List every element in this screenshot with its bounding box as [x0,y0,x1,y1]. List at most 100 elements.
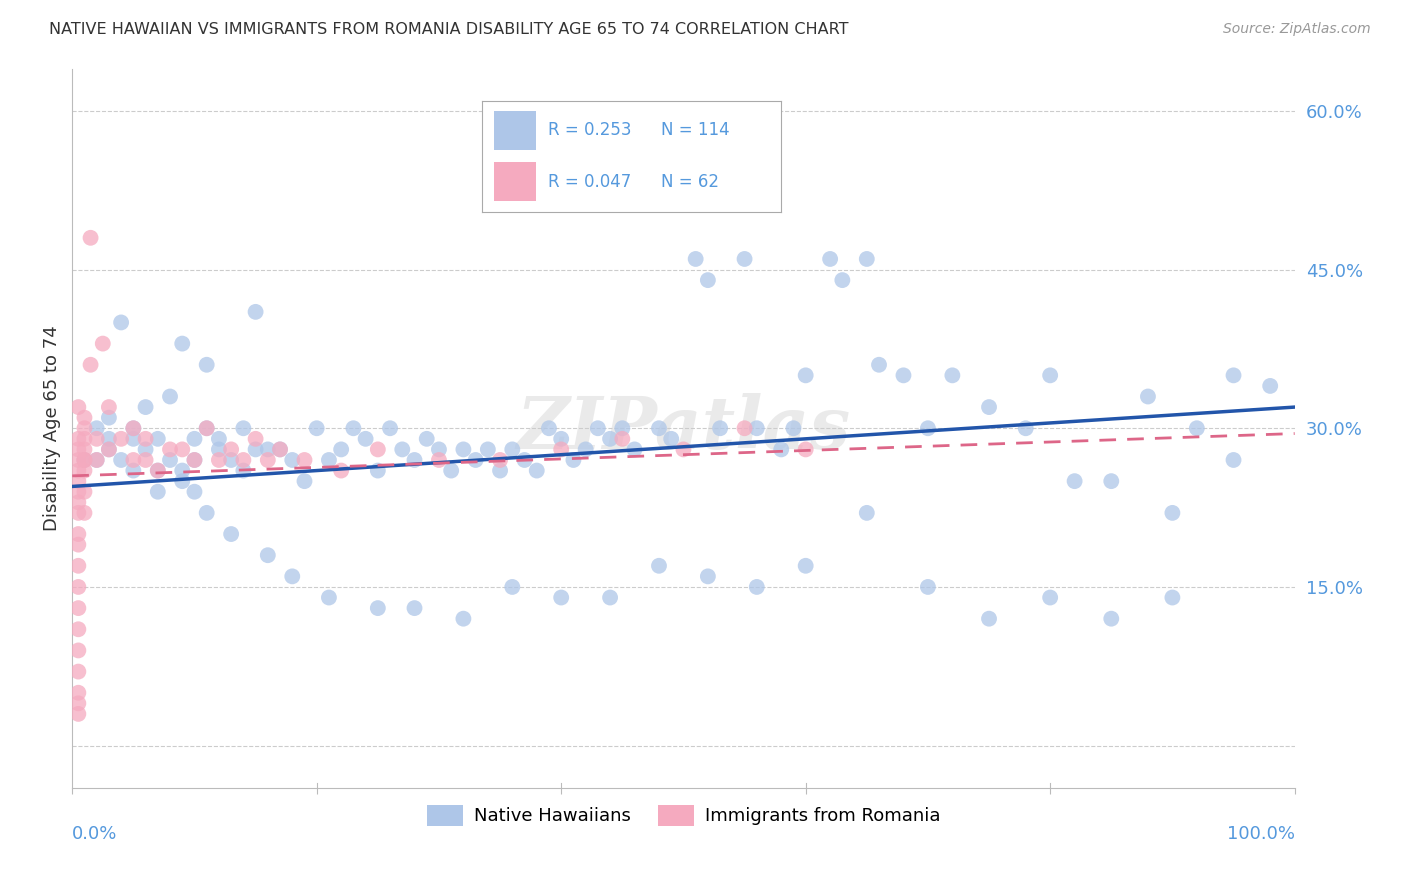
Point [172,474,194,488]
Point [219,527,242,541]
Point [110,315,132,329]
Point [391,442,413,457]
Point [427,442,450,457]
Text: 100.0%: 100.0% [1226,825,1295,843]
Point [67,527,90,541]
Point [489,453,512,467]
Point [73,432,96,446]
Text: Source: ZipAtlas.com: Source: ZipAtlas.com [1223,22,1371,37]
Point [477,442,499,457]
Point [696,569,718,583]
Point [73,410,96,425]
Point [86,421,108,435]
Point [67,506,90,520]
Point [770,442,793,457]
Point [599,432,621,446]
Point [1258,379,1281,393]
Point [172,464,194,478]
Point [305,421,328,435]
Point [612,432,634,446]
Point [67,400,90,414]
Point [367,442,389,457]
Point [245,432,267,446]
Point [794,442,817,457]
Point [67,686,90,700]
Point [67,622,90,636]
Point [794,558,817,573]
Point [110,432,132,446]
Point [599,591,621,605]
Point [281,453,304,467]
Point [427,453,450,467]
Point [146,484,169,499]
Point [550,442,572,457]
Legend: Native Hawaiians, Immigrants from Romania: Native Hawaiians, Immigrants from Romani… [419,797,948,833]
Point [91,336,114,351]
Point [1136,390,1159,404]
Point [135,400,157,414]
Point [183,453,205,467]
Point [159,442,181,457]
Point [562,453,585,467]
Point [135,453,157,467]
Point [294,474,316,488]
Point [501,580,523,594]
Point [86,453,108,467]
Point [1099,474,1122,488]
Point [342,421,364,435]
Point [269,442,291,457]
Point [219,453,242,467]
Point [550,591,572,605]
Point [67,580,90,594]
Point [513,453,536,467]
Point [893,368,915,383]
Point [745,421,768,435]
Point [86,432,108,446]
Point [97,410,120,425]
Point [97,442,120,457]
Point [281,569,304,583]
Point [977,400,1000,414]
Point [696,273,718,287]
Point [856,252,879,266]
Point [67,432,90,446]
Point [195,358,218,372]
Point [183,484,205,499]
Point [183,432,205,446]
Point [67,474,90,488]
Point [122,453,145,467]
Point [232,464,254,478]
Point [73,484,96,499]
Point [794,368,817,383]
Point [97,442,120,457]
Point [318,591,340,605]
Point [122,421,145,435]
Point [1099,612,1122,626]
Point [404,453,426,467]
Point [659,432,682,446]
Point [550,432,572,446]
Point [135,442,157,457]
Point [440,464,463,478]
Point [330,464,353,478]
Point [245,442,267,457]
Point [367,601,389,615]
Point [269,442,291,457]
Point [122,464,145,478]
Point [86,453,108,467]
Point [195,506,218,520]
Point [79,231,101,245]
Point [208,432,231,446]
Text: 0.0%: 0.0% [72,825,118,843]
Point [367,464,389,478]
Point [110,453,132,467]
Point [67,538,90,552]
Point [575,442,598,457]
Point [404,601,426,615]
Point [67,453,90,467]
Point [586,421,609,435]
Point [1039,591,1062,605]
Point [67,696,90,710]
Point [67,665,90,679]
Point [146,464,169,478]
